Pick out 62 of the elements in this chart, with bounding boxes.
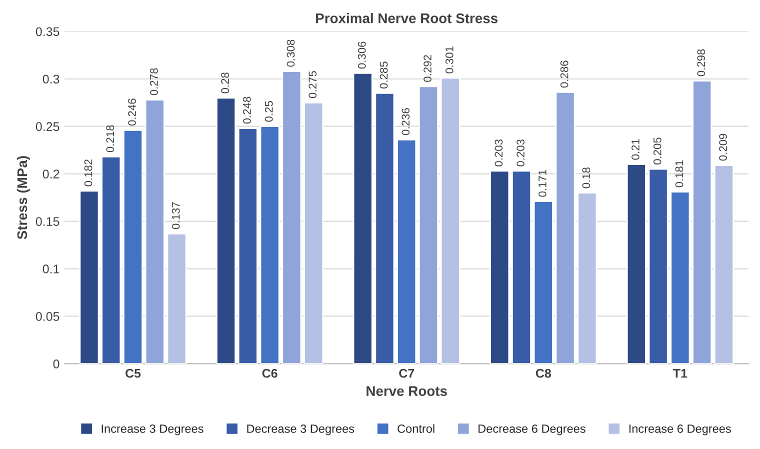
data-label: 0.203: [516, 139, 524, 166]
data-label: 0.25: [264, 101, 273, 122]
bar: [692, 80, 712, 364]
legend-label: Decrease 3 Degrees: [247, 424, 354, 436]
bar: [440, 77, 460, 364]
data-label: 0.278: [150, 68, 158, 96]
bar: [512, 170, 532, 364]
bar: [396, 138, 417, 364]
data-label: 0.306: [358, 42, 366, 69]
legend-label: Increase 3 Degrees: [102, 424, 204, 436]
data-label: 0.236: [402, 108, 410, 136]
bar: [533, 200, 554, 364]
bar: [123, 129, 143, 364]
data-label: 0.209: [719, 134, 727, 161]
data-label: 0.301: [445, 46, 454, 74]
data-label: 0.182: [84, 160, 92, 186]
x-tick-label: C7: [399, 368, 414, 378]
bar: [418, 86, 438, 364]
bar: [144, 99, 165, 364]
data-label: 0.308: [286, 40, 295, 67]
y-tick-label: 0.1: [42, 264, 60, 274]
legend-label: Increase 6 Degrees: [629, 424, 731, 436]
x-tick-label: T1: [673, 369, 688, 378]
data-label: 0.298: [697, 49, 706, 76]
data-label: 0.286: [560, 60, 568, 88]
y-tick-label: 0.15: [36, 217, 60, 226]
data-label: 0.275: [308, 71, 317, 98]
bar: [79, 190, 100, 364]
y-tick-label: 0.3: [42, 74, 60, 84]
data-label: 0.218: [106, 125, 114, 152]
data-label: 0.285: [380, 62, 388, 89]
legend-label: Decrease 6 Degrees: [478, 424, 586, 436]
chart-title: Proximal Nerve Root Stress: [316, 13, 498, 24]
legend-label: Control: [398, 424, 434, 433]
data-label: 0.203: [494, 139, 503, 166]
data-label: 0.137: [172, 202, 180, 230]
y-tick-label: 0: [53, 359, 60, 368]
data-label: 0.205: [653, 138, 662, 164]
bar: [304, 102, 324, 364]
bar: [490, 170, 510, 364]
y-tick-label: 0.35: [36, 27, 60, 36]
y-axis-title: Stress (MPa): [16, 156, 30, 240]
x-tick-label: C6: [262, 368, 278, 378]
bar: [101, 156, 122, 364]
data-label: 0.181: [675, 160, 684, 188]
y-tick-label: 0.05: [36, 312, 60, 321]
data-label: 0.246: [128, 98, 136, 126]
y-tick-label: 0.25: [36, 122, 60, 132]
data-label: 0.292: [424, 55, 432, 82]
data-label: 0.248: [243, 96, 251, 124]
x-axis-title: Nerve Roots: [366, 386, 447, 396]
x-tick-label: C8: [536, 368, 552, 378]
bar: [216, 97, 236, 364]
data-label: 0.18: [582, 168, 590, 188]
data-label: 0.171: [538, 170, 546, 197]
bar: [714, 164, 734, 364]
bar: [166, 232, 187, 364]
x-tick-label: C5: [126, 368, 141, 378]
y-tick-label: 0.2: [42, 170, 60, 178]
data-label: 0.28: [221, 72, 230, 94]
data-label: 0.21: [632, 139, 640, 160]
bar: [238, 128, 258, 364]
